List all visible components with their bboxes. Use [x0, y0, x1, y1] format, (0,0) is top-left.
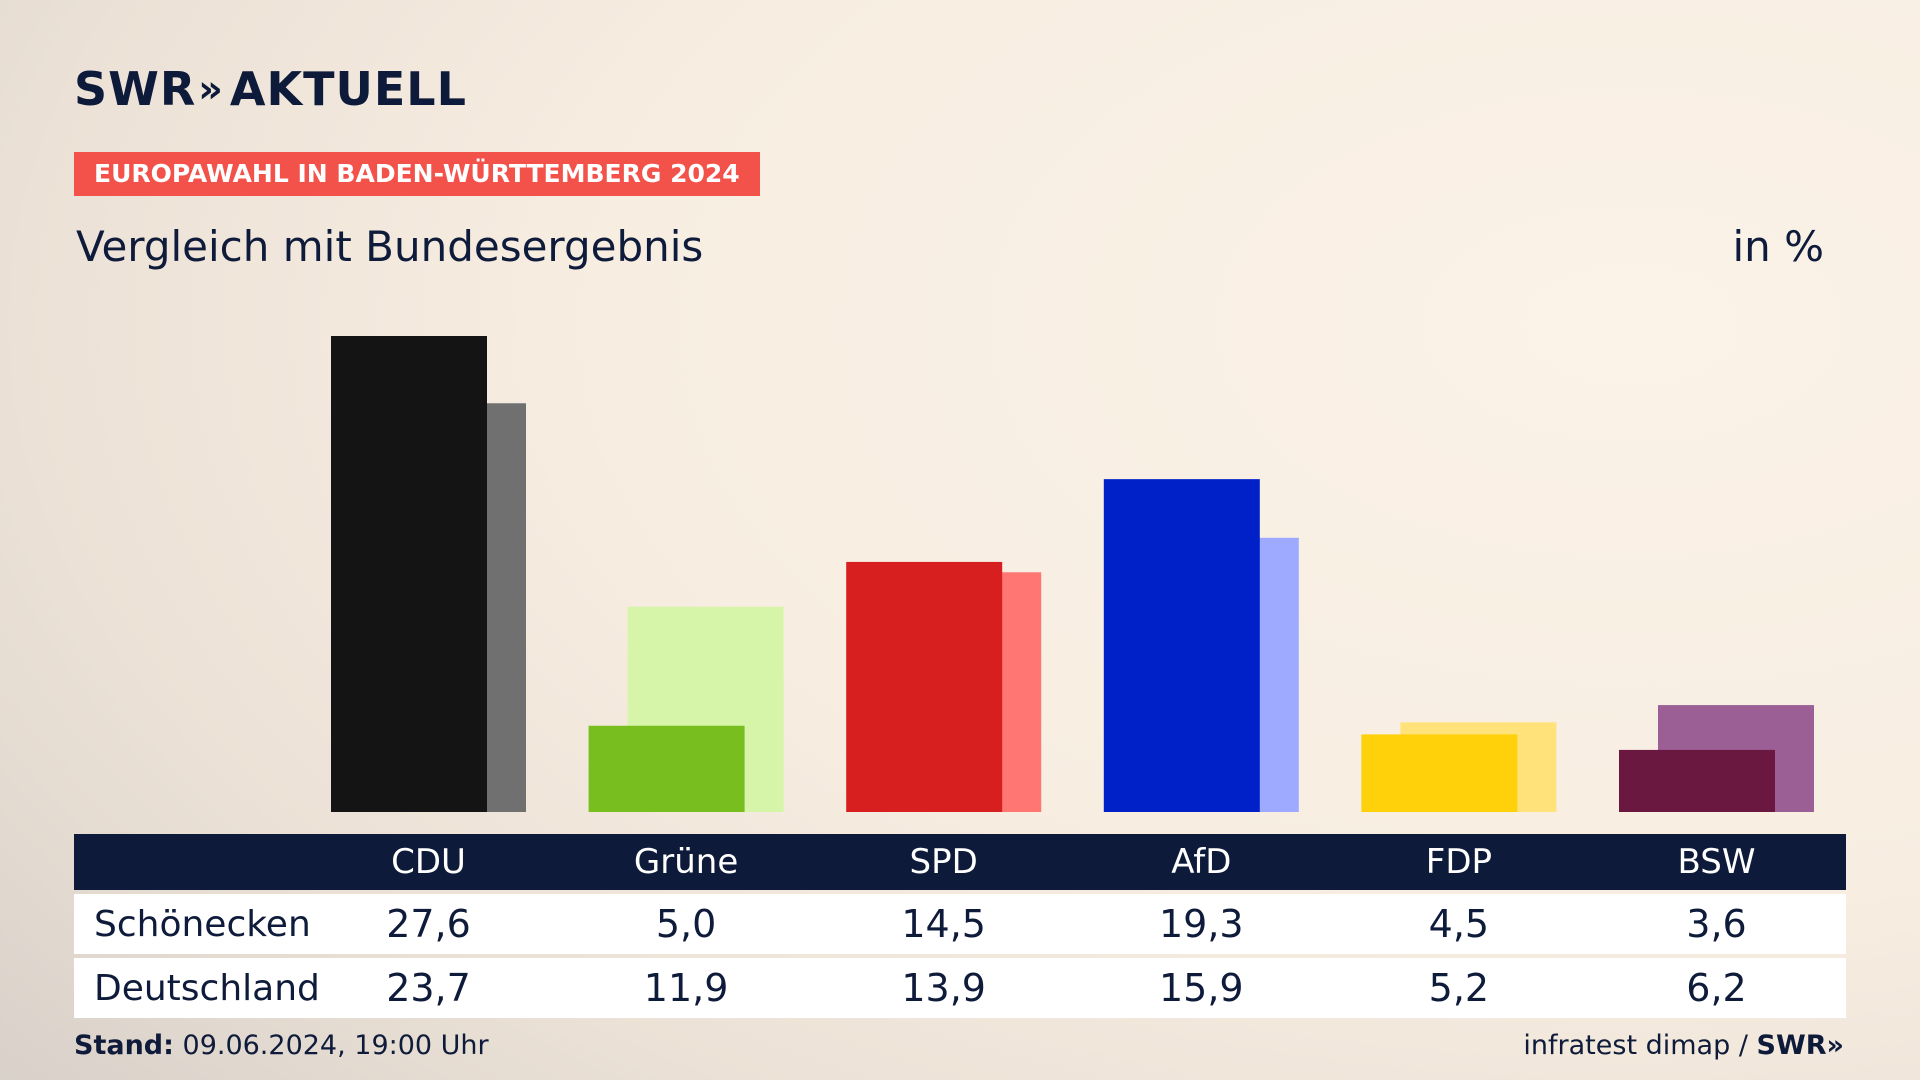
header-fdp: FDP	[1425, 842, 1493, 882]
source-credit: infratest dimap / SWR»	[1523, 1030, 1844, 1061]
stand-label: Stand:	[74, 1030, 174, 1061]
source-brand: SWR»	[1756, 1030, 1844, 1061]
header-cdu: CDU	[391, 842, 466, 882]
table-cell: 5,0	[655, 902, 717, 946]
swr-aktuell-logo: SWR» AKTUELL	[74, 62, 467, 116]
header-spd: SPD	[909, 842, 978, 882]
chevron-logo-icon: »	[198, 67, 224, 111]
header-afd: AfD	[1171, 842, 1232, 882]
bar-local-gruene	[588, 725, 745, 812]
bar-local-spd	[846, 561, 1003, 812]
table-cell: 19,3	[1158, 902, 1244, 946]
timestamp: Stand: 09.06.2024, 19:00 Uhr	[74, 1030, 489, 1061]
chart-subtitle: Vergleich mit Bundesergebnis	[76, 222, 704, 271]
table-header: CDU Grüne SPD AfD FDP BSW	[74, 834, 1846, 890]
table-cell: 27,6	[386, 902, 471, 946]
table-row: Deutschland 23,7 11,9 13,9 15,9 5,2 6,2	[74, 958, 1846, 1018]
logo-brand: SWR	[74, 62, 197, 116]
table-cell: 13,9	[901, 966, 986, 1010]
stand-value: 09.06.2024, 19:00 Uhr	[182, 1030, 489, 1061]
table-cell: 23,7	[386, 966, 471, 1010]
bar-chart	[331, 336, 1814, 812]
table-cell: 5,2	[1428, 966, 1490, 1010]
unit-label: in %	[1732, 222, 1824, 271]
bar-local-bsw	[1619, 749, 1775, 812]
bar-local-afd	[1103, 479, 1260, 812]
row-label: Deutschland	[94, 967, 320, 1009]
source-text: infratest dimap /	[1523, 1030, 1748, 1061]
election-ribbon: EUROPAWAHL IN BADEN-WÜRTTEMBERG 2024	[74, 152, 760, 196]
table-cell: 11,9	[643, 966, 729, 1010]
table-cell: 6,2	[1686, 966, 1747, 1010]
table-cell: 14,5	[901, 902, 986, 946]
results-table: CDU Grüne SPD AfD FDP BSW Schönecken 27,6 5,0 1…	[74, 834, 1846, 1018]
table-cell: 4,5	[1428, 902, 1490, 946]
header-gruene: Grüne	[633, 842, 739, 882]
logo-section: AKTUELL	[229, 62, 467, 116]
row-label: Schönecken	[94, 903, 311, 945]
table-cell: 3,6	[1686, 902, 1747, 946]
bar-local-cdu	[331, 336, 487, 812]
table-cell: 15,9	[1158, 966, 1244, 1010]
bar-local-fdp	[1361, 734, 1518, 812]
header-bsw: BSW	[1677, 842, 1756, 882]
table-row: Schönecken 27,6 5,0 14,5 19,3 4,5 3,6	[74, 894, 1846, 954]
